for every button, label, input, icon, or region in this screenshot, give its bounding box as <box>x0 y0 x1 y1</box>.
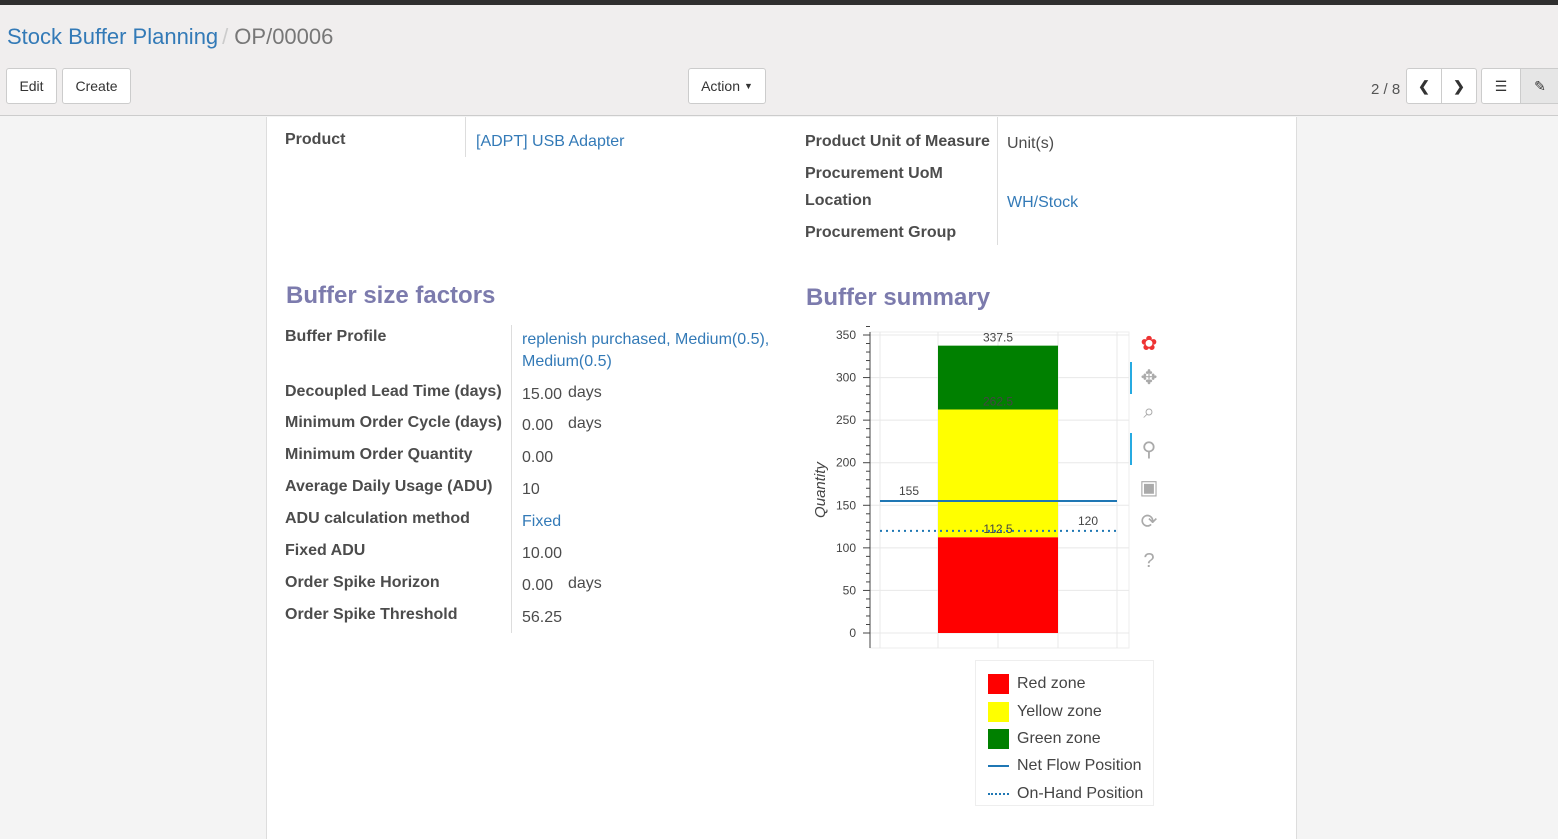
list-view-button[interactable]: ☰ <box>1481 68 1521 104</box>
factor-label: Minimum Order Quantity <box>285 446 473 463</box>
y-axis-label: Quantity <box>812 461 829 518</box>
bar-label: 337.5 <box>983 331 1013 345</box>
factor-value: 0.00 <box>522 449 554 466</box>
box-zoom-icon[interactable]: ⌕ <box>1143 401 1154 423</box>
legend-line-swatch <box>988 765 1009 768</box>
divider <box>511 325 512 633</box>
y-tick-label: 0 <box>849 626 856 640</box>
legend-swatch <box>988 729 1009 750</box>
bar-label: 112.5 <box>983 522 1012 536</box>
factor-label: Fixed ADU <box>285 542 366 559</box>
help-icon[interactable]: ? <box>1143 550 1154 572</box>
y-tick-label: 50 <box>843 583 857 597</box>
chevron-left-icon: ❮ <box>1418 77 1430 94</box>
product-label: Product <box>285 131 346 148</box>
list-icon: ☰ <box>1494 77 1508 94</box>
active-tool-indicator <box>1130 362 1132 394</box>
uom-label: Product Unit of Measure <box>805 133 990 150</box>
divider <box>997 117 998 245</box>
factor-label: Average Daily Usage (ADU) <box>285 478 493 495</box>
legend-item: Red zone <box>988 674 1086 694</box>
top-bar <box>0 0 1558 5</box>
bar-red-zone <box>938 537 1058 633</box>
breadcrumb-separator: / <box>222 24 229 49</box>
previous-record-button[interactable]: ❮ <box>1406 68 1442 104</box>
factor-label: Order Spike Threshold <box>285 606 458 623</box>
factor-value: 15.00 <box>522 386 563 403</box>
buffer-summary-title: Buffer summary <box>806 284 991 311</box>
y-tick-label: 150 <box>836 498 856 512</box>
procurement-group-label: Procurement Group <box>805 224 957 241</box>
divider <box>465 117 466 157</box>
legend-swatch <box>988 674 1009 694</box>
factor-label: Order Spike Horizon <box>285 574 440 591</box>
bar-label: 262.5 <box>983 395 1013 409</box>
location-link[interactable]: WH/Stock <box>1007 194 1079 211</box>
factor-value: 56.25 <box>522 609 563 626</box>
buffer-chart: 0 50 100 150 200 250 300 350 Quantity 112.5 262.5 3… <box>812 325 1159 649</box>
bar-yellow-zone <box>938 409 1058 538</box>
factor-value: 0.00 <box>522 577 554 594</box>
factor-label: Minimum Order Cycle (days) <box>285 414 502 431</box>
bokeh-logo-icon[interactable]: ✿ <box>1141 333 1158 355</box>
action-dropdown[interactable]: Action ▼ <box>688 68 766 104</box>
factor-value: 10.00 <box>522 545 563 562</box>
uom-value: Unit(s) <box>1007 135 1055 152</box>
chevron-right-icon: ❯ <box>1453 77 1465 94</box>
factor-value[interactable]: replenish purchased, Medium(0.5), <box>522 331 770 348</box>
caret-down-icon: ▼ <box>744 81 753 91</box>
control-panel: Stock Buffer Planning / OP/00006 Edit Crea… <box>0 5 1558 116</box>
edit-button[interactable]: Edit <box>6 68 57 104</box>
line-label: 155 <box>899 484 919 498</box>
active-tool-indicator <box>1130 433 1132 465</box>
action-label: Action <box>701 78 740 94</box>
factor-value[interactable]: Fixed <box>522 513 562 530</box>
y-tick-label: 200 <box>836 456 856 470</box>
y-tick-label: 250 <box>836 413 856 427</box>
factor-unit: days <box>568 415 602 432</box>
legend-item: Net Flow Position <box>988 757 1142 775</box>
factor-unit: days <box>568 384 602 401</box>
legend-item: Yellow zone <box>988 701 1102 722</box>
legend-label: Red zone <box>1017 675 1086 692</box>
factor-unit: days <box>568 575 602 592</box>
legend-label: Net Flow Position <box>1017 757 1142 775</box>
factor-label: Decoupled Lead Time (days) <box>285 383 502 400</box>
y-tick-label: 300 <box>836 371 856 385</box>
y-tick-label: 350 <box>836 328 856 342</box>
factor-label: Buffer Profile <box>285 328 387 345</box>
pan-tool-icon[interactable]: ✥ <box>1141 367 1158 389</box>
breadcrumb: Stock Buffer Planning / OP/00006 <box>7 24 333 50</box>
legend-swatch <box>988 701 1009 722</box>
save-icon[interactable]: ▣ <box>1140 477 1159 499</box>
y-tick-label: 100 <box>836 541 856 555</box>
legend-item: Green zone <box>988 729 1101 750</box>
legend-line-swatch <box>988 792 1009 795</box>
legend-label: Green zone <box>1017 730 1101 748</box>
procurement-uom-label: Procurement UoM <box>805 165 943 182</box>
factor-value: 10 <box>522 481 540 498</box>
location-label: Location <box>805 192 872 209</box>
next-record-button[interactable]: ❯ <box>1441 68 1477 104</box>
line-label: 120 <box>1078 514 1098 528</box>
edit-icon: ✎ <box>1534 77 1546 94</box>
pager-value: 2 / 8 <box>1371 81 1401 98</box>
form-view-button[interactable]: ✎ <box>1520 68 1558 104</box>
breadcrumb-current: OP/00006 <box>234 24 334 49</box>
factor-value: 0.00 <box>522 417 554 434</box>
factor-value-cont[interactable]: Medium(0.5) <box>522 353 612 370</box>
wheel-zoom-icon[interactable]: ⚲ <box>1142 439 1157 461</box>
create-button[interactable]: Create <box>62 68 131 104</box>
factor-label: ADU calculation method <box>285 510 470 527</box>
legend-item: On-Hand Position <box>988 785 1143 803</box>
product-link[interactable]: [ADPT] USB Adapter <box>476 133 625 150</box>
reset-icon[interactable]: ⟳ <box>1141 511 1158 533</box>
legend-label: On-Hand Position <box>1017 784 1144 802</box>
chart-legend: Red zone Yellow zone Green zone Net Flow Po… <box>975 660 1154 806</box>
breadcrumb-parent[interactable]: Stock Buffer Planning <box>7 24 219 49</box>
bar-green-zone <box>938 345 1058 410</box>
buffer-size-factors-title: Buffer size factors <box>286 282 496 309</box>
legend-label: Yellow zone <box>1017 702 1102 720</box>
